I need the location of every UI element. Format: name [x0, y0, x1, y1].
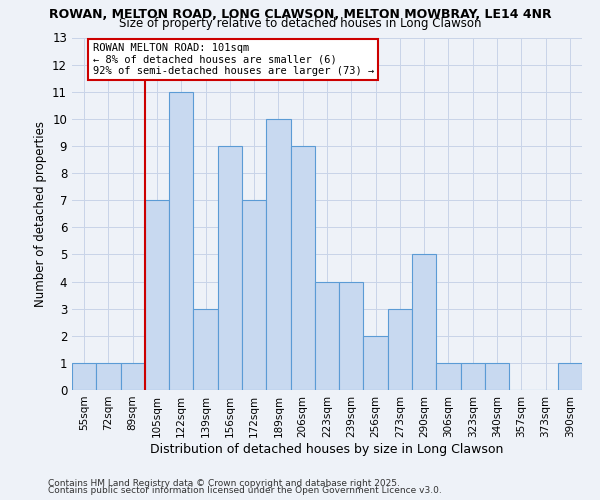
Text: Contains HM Land Registry data © Crown copyright and database right 2025.: Contains HM Land Registry data © Crown c…: [48, 478, 400, 488]
Bar: [218, 146, 242, 390]
Y-axis label: Number of detached properties: Number of detached properties: [34, 120, 47, 306]
Bar: [461, 363, 485, 390]
Text: ROWAN, MELTON ROAD, LONG CLAWSON, MELTON MOWBRAY, LE14 4NR: ROWAN, MELTON ROAD, LONG CLAWSON, MELTON…: [49, 8, 551, 20]
Bar: [96, 363, 121, 390]
Bar: [72, 363, 96, 390]
Bar: [412, 254, 436, 390]
Text: Contains public sector information licensed under the Open Government Licence v3: Contains public sector information licen…: [48, 486, 442, 495]
Bar: [193, 308, 218, 390]
Bar: [339, 282, 364, 390]
Bar: [266, 119, 290, 390]
Bar: [145, 200, 169, 390]
Bar: [242, 200, 266, 390]
Bar: [485, 363, 509, 390]
Bar: [558, 363, 582, 390]
Bar: [169, 92, 193, 390]
Bar: [290, 146, 315, 390]
Bar: [121, 363, 145, 390]
Bar: [364, 336, 388, 390]
Text: ROWAN MELTON ROAD: 101sqm
← 8% of detached houses are smaller (6)
92% of semi-de: ROWAN MELTON ROAD: 101sqm ← 8% of detach…: [92, 43, 374, 76]
Bar: [436, 363, 461, 390]
Text: Size of property relative to detached houses in Long Clawson: Size of property relative to detached ho…: [119, 18, 481, 30]
Bar: [388, 308, 412, 390]
X-axis label: Distribution of detached houses by size in Long Clawson: Distribution of detached houses by size …: [151, 442, 503, 456]
Bar: [315, 282, 339, 390]
